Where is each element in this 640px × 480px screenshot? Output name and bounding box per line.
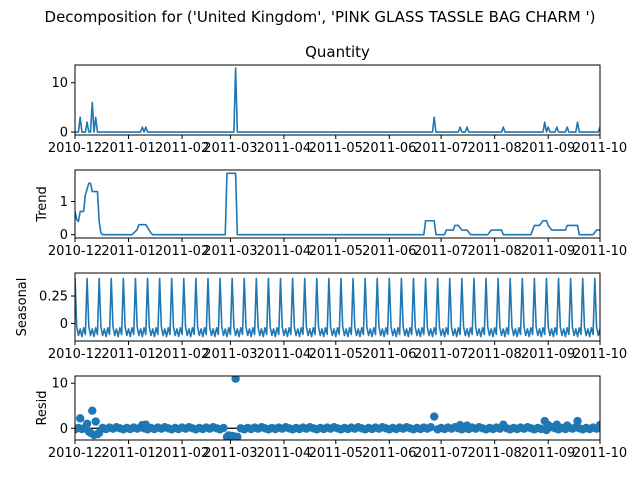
resid-ylabel: Resid — [35, 390, 50, 425]
x-tick-label: 2011-08 — [467, 244, 521, 259]
x-tick-label: 2011-01 — [101, 446, 155, 461]
x-tick-label: 2011-06 — [362, 347, 416, 362]
x-tick-label: 2011-03 — [203, 244, 257, 259]
x-tick-label: 2011-08 — [467, 446, 521, 461]
x-tick-label: 2011-07 — [414, 244, 468, 259]
trend-ylabel: Trend — [35, 186, 50, 223]
resid-point — [75, 414, 85, 423]
seasonal-ylabel: Seasonal — [15, 278, 30, 337]
x-tick-label: 2011-07 — [414, 446, 468, 461]
trend-line — [75, 172, 600, 236]
x-tick-label: 2011-01 — [101, 141, 155, 156]
resid-point — [231, 376, 240, 383]
x-tick-label: 2010-12 — [48, 347, 102, 362]
x-tick-label: 2011-08 — [467, 141, 521, 156]
x-tick-label: 2011-05 — [309, 446, 363, 461]
y-tick-label: 10 — [51, 76, 68, 91]
y-tick-label: 0 — [60, 317, 68, 332]
x-tick-label: 2011-04 — [257, 244, 311, 259]
trend-axes-frame — [74, 169, 601, 239]
resid-point — [595, 420, 600, 430]
observed-line — [75, 67, 600, 133]
x-tick-label: 2011-02 — [155, 141, 209, 156]
observed-series — [75, 67, 600, 133]
observed-axes-frame — [74, 64, 601, 136]
x-tick-label: 2010-12 — [48, 446, 102, 461]
x-tick-label: 2011-10 — [573, 347, 627, 362]
resid-point — [499, 420, 508, 429]
seasonal-series — [75, 277, 600, 338]
figure-title: Decomposition for ('United Kingdom', 'PI… — [45, 8, 596, 26]
resid-point — [82, 419, 92, 428]
y-tick-label: 0 — [60, 228, 68, 243]
x-tick-label: 2011-04 — [257, 141, 311, 156]
x-tick-label: 2011-05 — [309, 347, 363, 362]
x-tick-label: 2011-03 — [203, 446, 257, 461]
y-tick-label: 0 — [60, 422, 68, 437]
x-tick-label: 2011-10 — [573, 446, 627, 461]
x-tick-label: 2011-02 — [155, 244, 209, 259]
resid-point — [455, 420, 465, 430]
resid-point — [88, 406, 97, 415]
resid-point — [543, 420, 553, 430]
seasonal-axes-frame — [74, 272, 601, 342]
x-tick-label: 2011-06 — [362, 446, 416, 461]
resid-point — [430, 412, 439, 421]
x-tick-label: 2011-07 — [414, 141, 468, 156]
x-tick-label: 2011-03 — [203, 141, 257, 156]
y-tick-label: 1 — [60, 195, 68, 210]
y-tick-label: 10 — [51, 377, 68, 392]
seasonal-line — [75, 277, 600, 338]
x-tick-label: 2011-05 — [309, 244, 363, 259]
x-tick-label: 2011-09 — [521, 347, 575, 362]
x-tick-label: 2011-06 — [362, 244, 416, 259]
x-tick-label: 2011-10 — [573, 141, 627, 156]
x-tick-label: 2011-03 — [203, 347, 257, 362]
observed-title: Quantity — [305, 43, 370, 61]
x-tick-label: 2011-10 — [573, 244, 627, 259]
x-tick-label: 2011-09 — [521, 141, 575, 156]
x-tick-label: 2011-09 — [521, 244, 575, 259]
resid-point — [573, 416, 582, 426]
resid-point — [219, 423, 228, 433]
x-tick-label: 2011-05 — [309, 141, 363, 156]
resid-point — [426, 423, 435, 432]
y-tick-label: 0.25 — [39, 290, 68, 305]
resid-point — [141, 420, 151, 429]
x-tick-label: 2011-09 — [521, 446, 575, 461]
resid-point — [562, 421, 572, 430]
x-tick-label: 2011-04 — [257, 446, 311, 461]
resid-point — [94, 428, 104, 437]
x-tick-label: 2010-12 — [48, 141, 102, 156]
resid-series — [75, 376, 600, 440]
x-tick-label: 2010-12 — [48, 244, 102, 259]
resid-point — [233, 432, 242, 440]
resid-axes-frame — [74, 375, 601, 441]
x-tick-label: 2011-06 — [362, 141, 416, 156]
x-tick-label: 2011-01 — [101, 244, 155, 259]
resid-point — [552, 420, 562, 429]
x-tick-label: 2011-04 — [257, 347, 311, 362]
x-tick-label: 2011-07 — [414, 347, 468, 362]
x-tick-label: 2011-08 — [467, 347, 521, 362]
y-tick-label: 0 — [60, 126, 68, 141]
x-tick-label: 2011-02 — [155, 347, 209, 362]
resid-point — [91, 417, 100, 426]
resid-point — [462, 421, 472, 430]
x-tick-label: 2011-02 — [155, 446, 209, 461]
x-tick-label: 2011-01 — [101, 347, 155, 362]
trend-series — [75, 172, 600, 236]
